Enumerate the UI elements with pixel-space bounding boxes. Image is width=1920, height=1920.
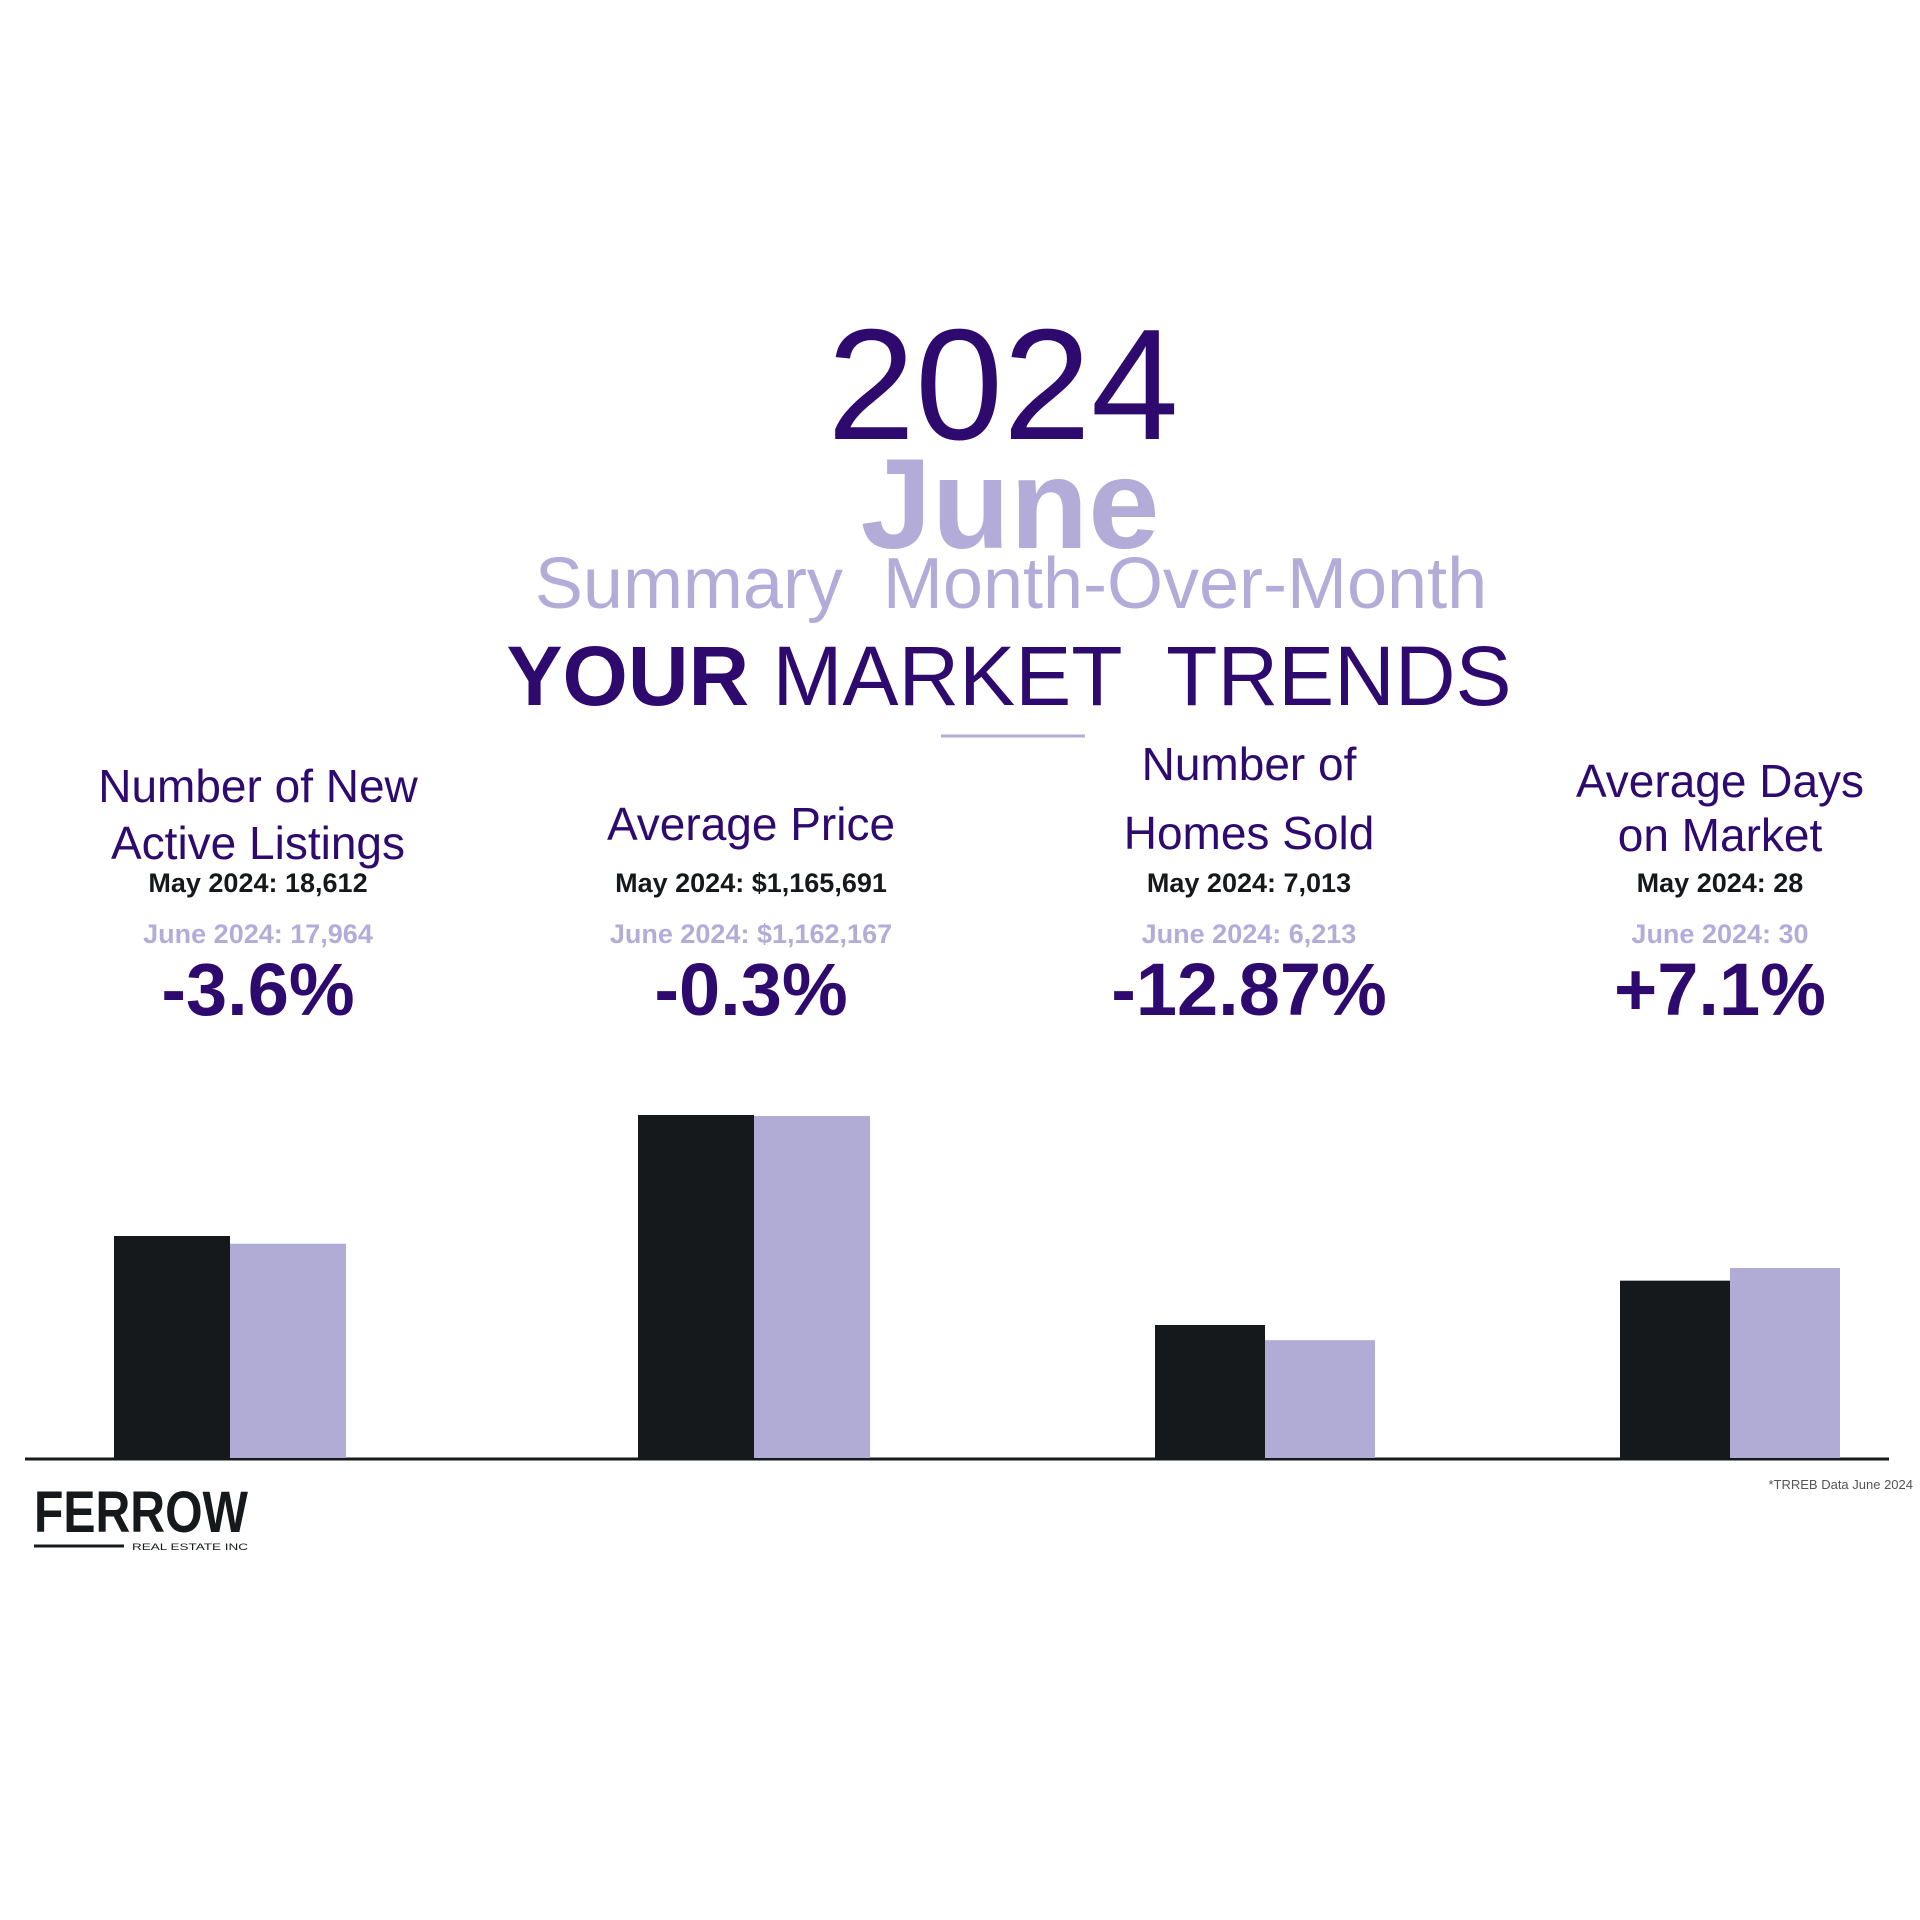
change: -3.6% [161,948,354,1031]
june-figure: June 2024: 17,964 [143,919,373,949]
title-bold: YOUR [506,629,749,723]
metric-title: Homes Sold [1124,807,1375,859]
june-value: $1,162,167 [757,919,892,949]
may-bar [1155,1325,1265,1458]
june-label: June 2024: [610,919,750,949]
logo: FERROW [34,1480,248,1545]
june-figure: June 2024: 6,213 [1142,919,1357,949]
title-rest: MARKET TRENDS [773,629,1512,723]
year: 2024 [827,297,1179,473]
june-label: June 2024: [1631,919,1771,949]
change: +7.1% [1614,948,1826,1031]
metric-title: on Market [1618,809,1823,861]
may-value: 18,612 [285,868,368,898]
may-label: May 2024: [1147,868,1276,898]
may-label: May 2024: [615,868,744,898]
may-label: May 2024: [148,868,277,898]
may-figure: May 2024: 7,013 [1147,868,1351,898]
footnote: *TRREB Data June 2024 [1768,1477,1913,1492]
june-value: 30 [1779,919,1809,949]
may-value: 7,013 [1284,868,1352,898]
logo-tagline: REAL ESTATE INC [132,1542,249,1552]
change: -0.3% [654,948,847,1031]
metric-title: Number of New [98,760,418,812]
may-figure: May 2024: 28 [1637,868,1804,898]
june-value: 17,964 [290,919,373,949]
may-figure: May 2024: $1,165,691 [615,868,887,898]
june-value: 6,213 [1289,919,1357,949]
june-bar [1265,1340,1375,1458]
change: -12.87% [1111,948,1387,1031]
june-figure: June 2024: 30 [1631,919,1808,949]
june-bar [1730,1268,1840,1458]
main-title: YOUR MARKET TRENDS [506,629,1511,723]
subtitle: Summary Month-Over-Month [535,544,1487,624]
metric-title: Average Days [1576,755,1864,807]
june-bar [754,1116,870,1458]
may-bar [1620,1280,1730,1458]
may-bar [638,1115,754,1458]
may-value: $1,165,691 [752,868,887,898]
june-figure: June 2024: $1,162,167 [610,919,892,949]
june-label: June 2024: [1142,919,1282,949]
month: June [861,433,1160,576]
metric-title: Average Price [607,798,895,850]
metric-title: Number of [1142,738,1357,790]
may-label: May 2024: [1637,868,1766,898]
metric-title: Active Listings [111,817,405,869]
may-bar [114,1236,230,1458]
may-value: 28 [1773,868,1803,898]
june-label: June 2024: [143,919,283,949]
june-bar [230,1243,346,1458]
may-figure: May 2024: 18,612 [148,868,367,898]
